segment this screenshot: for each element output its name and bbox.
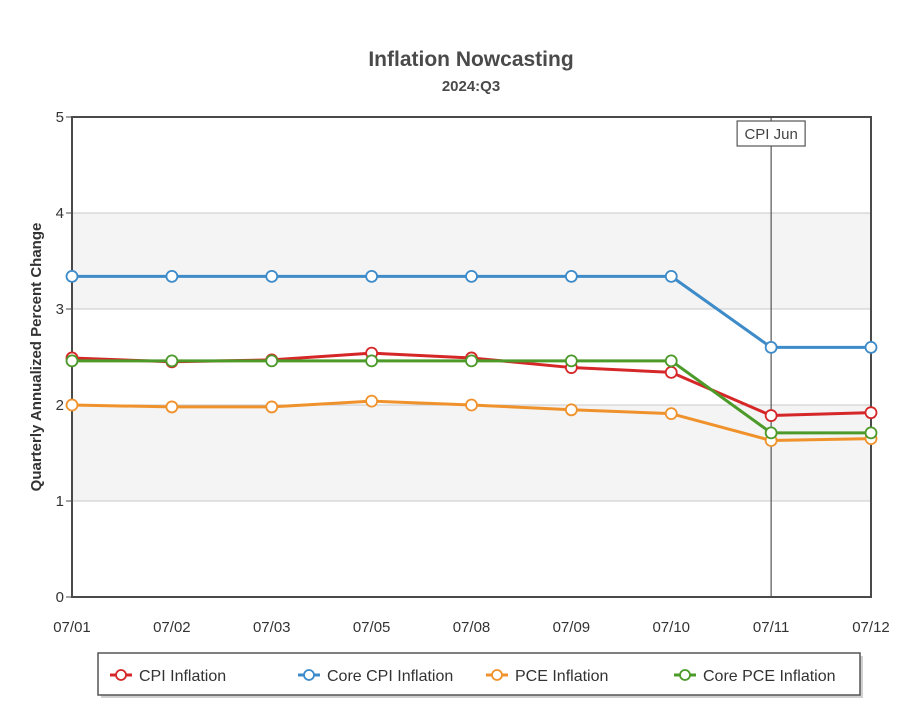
data-point[interactable] (864, 340, 878, 354)
data-point[interactable] (265, 269, 279, 283)
y-tick-label: 1 (56, 493, 64, 510)
data-point[interactable] (864, 406, 878, 420)
data-point[interactable] (365, 354, 379, 368)
shaded-band-0 (72, 405, 871, 501)
x-axis-ticks: 07/01 07/02 07/03 07/05 07/08 07/09 07/10 07/11… (53, 619, 890, 636)
data-point[interactable] (165, 400, 179, 414)
y-tick-label: 4 (56, 205, 64, 222)
data-point[interactable] (365, 394, 379, 408)
chart-title: Inflation Nowcasting (368, 48, 573, 71)
x-tick-label: 07/11 (753, 619, 789, 636)
x-tick-label: 07/12 (852, 619, 890, 636)
data-point[interactable] (465, 269, 478, 283)
legend-item[interactable]: Core CPI Inflation (298, 668, 453, 685)
shaded-band-1 (72, 213, 871, 309)
series-lines (65, 269, 878, 447)
shaded-bands (72, 213, 871, 501)
data-point[interactable] (65, 354, 79, 368)
legend-swatch-marker (303, 669, 315, 681)
data-point[interactable] (764, 426, 778, 440)
data-point[interactable] (65, 269, 79, 283)
series-1 (65, 269, 878, 354)
legend-label: CPI Inflation (139, 668, 226, 685)
data-point[interactable] (265, 354, 279, 368)
data-point[interactable] (664, 354, 678, 368)
legend-swatch-marker (491, 669, 503, 681)
legend-item[interactable]: CPI Inflation (110, 668, 226, 685)
y-tick-label: 2 (56, 397, 64, 414)
data-point[interactable] (465, 354, 478, 368)
x-tick-label: 07/03 (253, 619, 291, 636)
x-tick-label: 07/09 (553, 619, 591, 636)
legend: CPI Inflation Core CPI Inflation PCE Infla… (97, 652, 863, 698)
legend-item[interactable]: PCE Inflation (486, 668, 608, 685)
x-tick-label: 07/05 (353, 619, 391, 636)
chart-subtitle: 2024:Q3 (442, 78, 500, 95)
data-point[interactable] (564, 354, 578, 368)
series-3 (65, 354, 878, 440)
legend-swatch-marker (679, 669, 691, 681)
data-point[interactable] (365, 269, 379, 283)
legend-item[interactable]: Core PCE Inflation (674, 668, 836, 685)
data-point[interactable] (65, 398, 79, 412)
data-point[interactable] (664, 269, 678, 283)
y-axis-label: Quarterly Annualized Percent Change (28, 223, 45, 492)
annotation-label-box (736, 120, 806, 147)
legend-label: PCE Inflation (515, 668, 608, 685)
data-point[interactable] (564, 269, 578, 283)
x-tick-label: 07/10 (652, 619, 690, 636)
legend-box (97, 652, 861, 696)
data-point[interactable] (764, 409, 778, 422)
data-point[interactable] (165, 269, 179, 283)
y-tick-label: 3 (56, 301, 64, 318)
annotations: CPI Jun (736, 117, 806, 597)
data-point[interactable] (265, 400, 279, 414)
x-tick-label: 07/01 (53, 619, 91, 636)
legend-swatch-marker (115, 669, 127, 681)
series-2 (65, 394, 878, 447)
data-point[interactable] (165, 354, 179, 368)
data-point[interactable] (864, 426, 878, 440)
x-tick-label: 07/08 (453, 619, 491, 636)
annotation-label: CPI Jun (744, 126, 797, 143)
y-tick-label: 5 (56, 109, 64, 126)
data-point[interactable] (564, 403, 578, 417)
data-point[interactable] (664, 407, 678, 421)
data-point[interactable] (465, 398, 478, 412)
legend-label: Core CPI Inflation (327, 668, 453, 685)
y-tick-label: 0 (56, 589, 64, 606)
data-point[interactable] (664, 365, 678, 379)
data-point[interactable] (764, 340, 778, 354)
x-tick-label: 07/02 (153, 619, 191, 636)
legend-label: Core PCE Inflation (703, 668, 836, 685)
